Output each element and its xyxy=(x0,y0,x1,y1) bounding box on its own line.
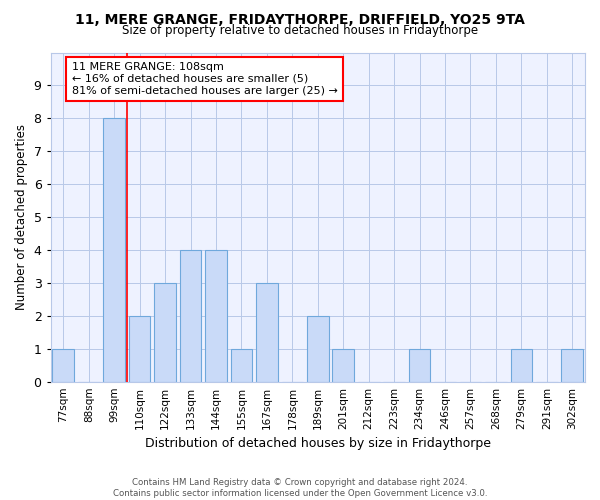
Bar xyxy=(409,349,430,382)
Bar xyxy=(562,349,583,382)
Bar xyxy=(256,283,278,382)
Text: Contains HM Land Registry data © Crown copyright and database right 2024.
Contai: Contains HM Land Registry data © Crown c… xyxy=(113,478,487,498)
Text: 11, MERE GRANGE, FRIDAYTHORPE, DRIFFIELD, YO25 9TA: 11, MERE GRANGE, FRIDAYTHORPE, DRIFFIELD… xyxy=(75,12,525,26)
Bar xyxy=(52,349,74,382)
Bar xyxy=(205,250,227,382)
Text: Size of property relative to detached houses in Fridaythorpe: Size of property relative to detached ho… xyxy=(122,24,478,37)
Text: 11 MERE GRANGE: 108sqm
← 16% of detached houses are smaller (5)
81% of semi-deta: 11 MERE GRANGE: 108sqm ← 16% of detached… xyxy=(72,62,338,96)
Bar xyxy=(307,316,329,382)
Y-axis label: Number of detached properties: Number of detached properties xyxy=(15,124,28,310)
Bar xyxy=(129,316,151,382)
Bar xyxy=(154,283,176,382)
Bar xyxy=(230,349,252,382)
X-axis label: Distribution of detached houses by size in Fridaythorpe: Distribution of detached houses by size … xyxy=(145,437,491,450)
Bar xyxy=(103,118,125,382)
Bar xyxy=(332,349,354,382)
Bar xyxy=(180,250,202,382)
Bar xyxy=(511,349,532,382)
